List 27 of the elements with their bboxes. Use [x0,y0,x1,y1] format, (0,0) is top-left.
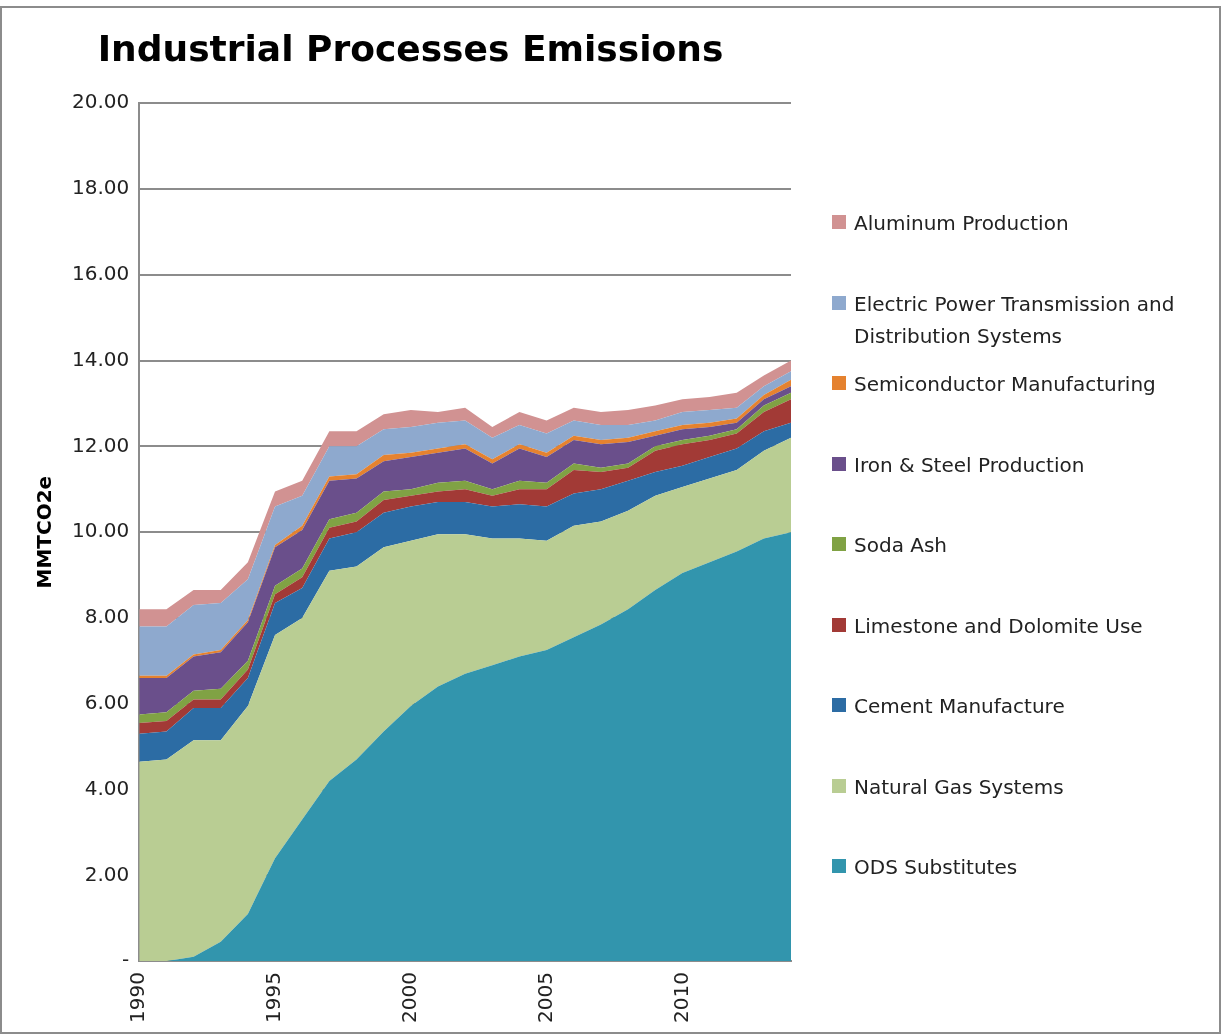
y-tick-label: 18.00 [71,175,130,200]
y-tick-label: 10.00 [71,518,130,543]
y-tick-label: 12.00 [71,432,130,457]
legend-label: ODS Substitutes [854,854,1018,881]
x-tick-label: 2010 [668,972,693,1024]
x-tick-label: 2000 [397,972,422,1024]
legend-label: Cement Manufacture [854,693,1065,720]
x-tick-label: 2005 [532,972,557,1024]
y-tick-label: 14.00 [71,346,130,371]
chart-title: Industrial Processes Emissions [97,27,724,69]
y-tick-label: 2.00 [84,861,130,886]
y-tick-label: 4.00 [84,775,130,800]
y-tick-label: 20.00 [71,89,130,114]
y-tick-label: 16.00 [71,260,130,285]
legend-label: Iron & Steel Production [854,451,1085,479]
y-tick-label: - [122,947,130,972]
y-tick-label: 6.00 [84,689,130,714]
legend-label: Electric Power Transmission and Distribution Systems [854,290,1176,350]
legend-label: Soda Ash [854,532,948,559]
y-axis-title: MMTCO2e [32,475,57,589]
y-tick-label: 8.00 [84,604,130,629]
legend-label: Aluminum Production [854,210,1069,237]
x-tick-label: 1995 [261,972,286,1024]
legend-label: Limestone and Dolomite Use [854,612,1143,640]
x-tick-label: 1990 [125,972,150,1024]
legend-label: Semiconductor Manufacturing [854,371,1156,398]
legend-label: Natural Gas Systems [854,773,1064,801]
